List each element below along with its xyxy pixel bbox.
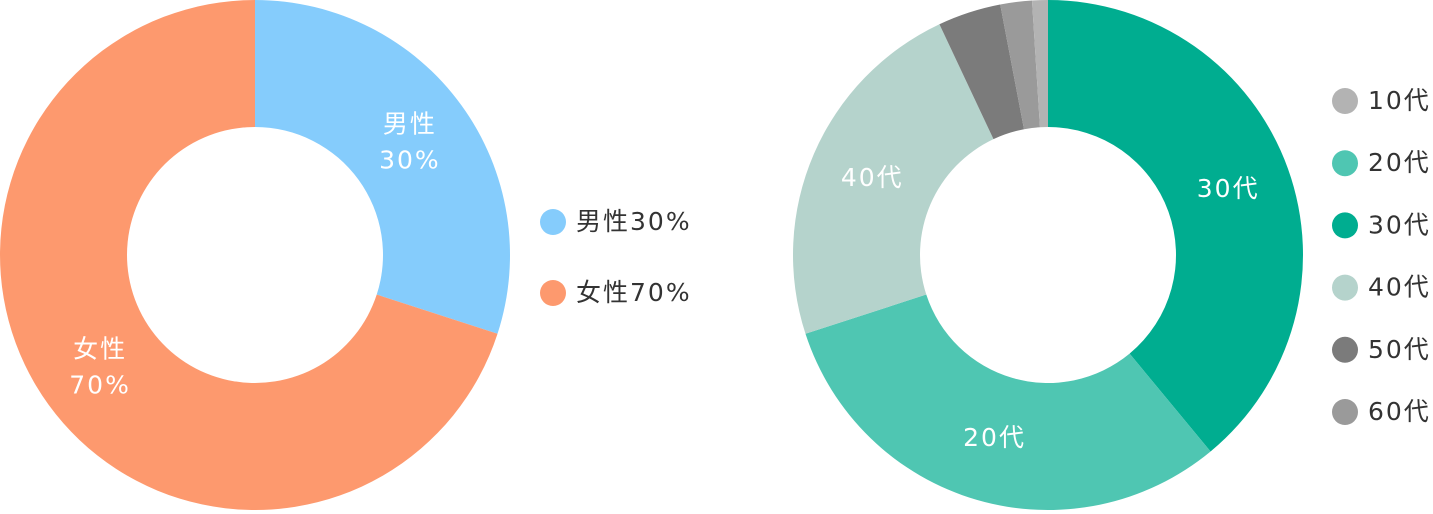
- legend-entry: 20代: [1368, 148, 1431, 177]
- slice-category: 男性: [383, 109, 437, 138]
- legend-marker: [540, 280, 566, 306]
- legend-category: 30代: [1368, 210, 1431, 239]
- slice-label: 男性 30%: [379, 109, 441, 174]
- slice-value: 30%: [379, 145, 441, 174]
- legend-marker: [1332, 399, 1358, 425]
- legend-entry: 60代: [1368, 397, 1431, 426]
- legend-marker: [1332, 274, 1358, 301]
- legend-entry: 女性70%: [576, 278, 692, 307]
- legend-category: 20代: [1368, 148, 1431, 177]
- slice-category: 女性: [73, 335, 127, 364]
- slice: [1048, 0, 1303, 452]
- donut-chart: 30代 20代 40代 10代 20代 30代 40代 50代 60代: [793, 0, 1431, 510]
- legend-marker: [1332, 212, 1358, 239]
- legend-value: 30%: [630, 207, 692, 236]
- legend-category: 10代: [1368, 86, 1431, 115]
- legend-category: 女性: [576, 278, 630, 307]
- slice: [1031, 0, 1048, 128]
- legend-marker: [540, 209, 566, 235]
- slice-label: 40代: [841, 163, 904, 192]
- slice: [939, 4, 1025, 140]
- slice-category: 20代: [963, 423, 1026, 452]
- legend-value: 70%: [630, 278, 692, 307]
- legend-entry: 10代: [1368, 86, 1431, 115]
- legend-marker: [1332, 150, 1358, 177]
- legend-category: 40代: [1368, 273, 1431, 302]
- slice-label: 30代: [1197, 174, 1260, 203]
- legend-category: 50代: [1368, 335, 1431, 364]
- legend-entry: 40代: [1368, 273, 1431, 302]
- slice-label: 20代: [963, 423, 1026, 452]
- slice: [805, 294, 1211, 510]
- donut-chart: 男性 30%女性 70%男性30%女性70%: [0, 0, 692, 510]
- slice-category: 30代: [1197, 174, 1260, 203]
- legend-marker: [1332, 88, 1358, 114]
- legend-entry: 50代: [1368, 335, 1431, 364]
- slice: [255, 0, 510, 334]
- legend-entry: 男性30%: [576, 207, 692, 236]
- slice: [0, 0, 498, 510]
- legend-category: 60代: [1368, 397, 1431, 426]
- slice-category: 40代: [841, 163, 904, 192]
- slice-value: 70%: [69, 371, 131, 400]
- legend-marker: [1332, 336, 1358, 363]
- slice: [793, 24, 994, 334]
- legend-category: 男性: [576, 207, 630, 236]
- legend-entry: 30代: [1368, 210, 1431, 239]
- slice-label: 女性 70%: [69, 335, 131, 400]
- slice: [1000, 0, 1040, 130]
